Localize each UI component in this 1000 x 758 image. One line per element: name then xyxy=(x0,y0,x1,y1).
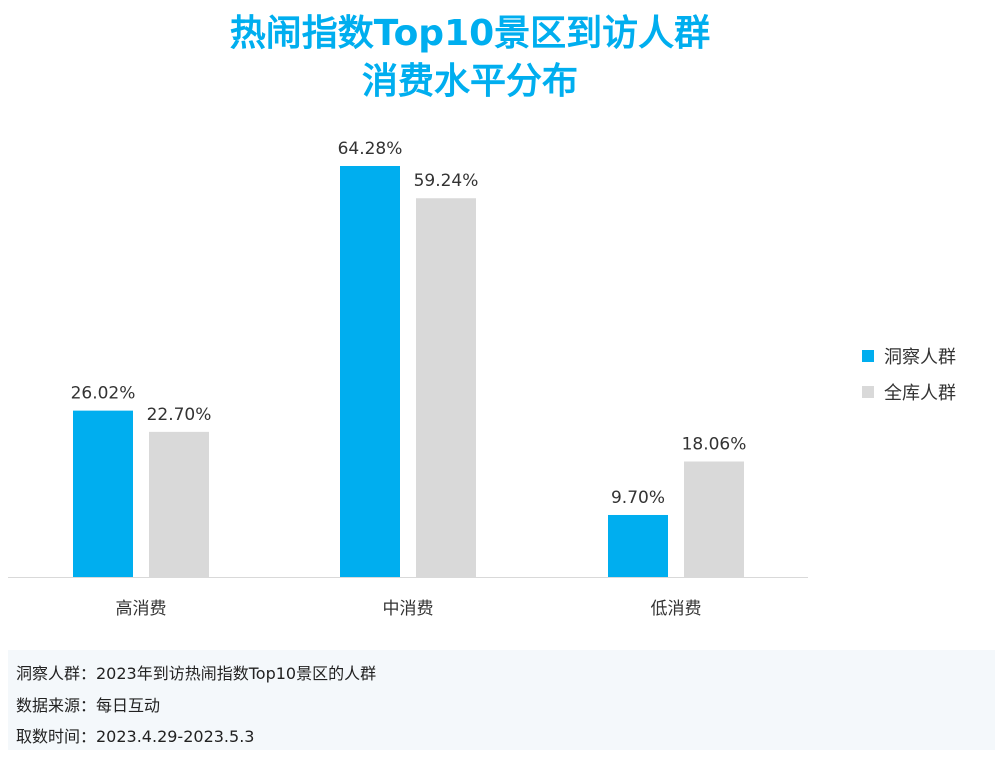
footnote-period: 取数时间：2023.4.29-2023.5.3 xyxy=(16,727,255,746)
bar-all xyxy=(149,431,209,577)
legend-swatch xyxy=(862,386,874,398)
bar-insight xyxy=(73,410,133,577)
legend-item-insight: 洞察人群 xyxy=(862,343,956,369)
bar-insight xyxy=(340,166,400,577)
chart-title-line2: 消费水平分布 xyxy=(361,61,578,102)
x-tick-label: 高消费 xyxy=(116,599,167,619)
data-label: 64.28% xyxy=(338,139,403,159)
legend-label: 洞察人群 xyxy=(884,347,956,368)
data-label: 26.02% xyxy=(71,384,136,404)
bar-all xyxy=(684,461,744,577)
footnote-audience: 洞察人群：2023年到访热闹指数Top10景区的人群 xyxy=(16,664,377,683)
data-label: 18.06% xyxy=(682,435,747,455)
chart-title-line1: 热闹指数Top10景区到访人群 xyxy=(229,13,711,54)
footnote-box: 洞察人群：2023年到访热闹指数Top10景区的人群 数据来源：每日互动 取数时… xyxy=(8,650,995,750)
data-label: 22.70% xyxy=(147,405,212,425)
x-tick-label: 低消费 xyxy=(651,599,702,619)
data-label: 9.70% xyxy=(611,488,665,508)
bar-all xyxy=(416,198,476,577)
bar-chart: 26.02% 22.70% 高消费 64.28% 59.24% 中消费 9.70% 18.06… xyxy=(8,139,808,619)
legend-label: 全库人群 xyxy=(884,383,956,404)
bar-insight xyxy=(608,514,668,577)
legend-swatch xyxy=(862,350,874,362)
data-label: 59.24% xyxy=(414,171,479,191)
x-tick-label: 中消费 xyxy=(383,599,434,619)
legend-item-all: 全库人群 xyxy=(862,379,956,405)
footnote-source: 数据来源：每日互动 xyxy=(16,696,161,715)
